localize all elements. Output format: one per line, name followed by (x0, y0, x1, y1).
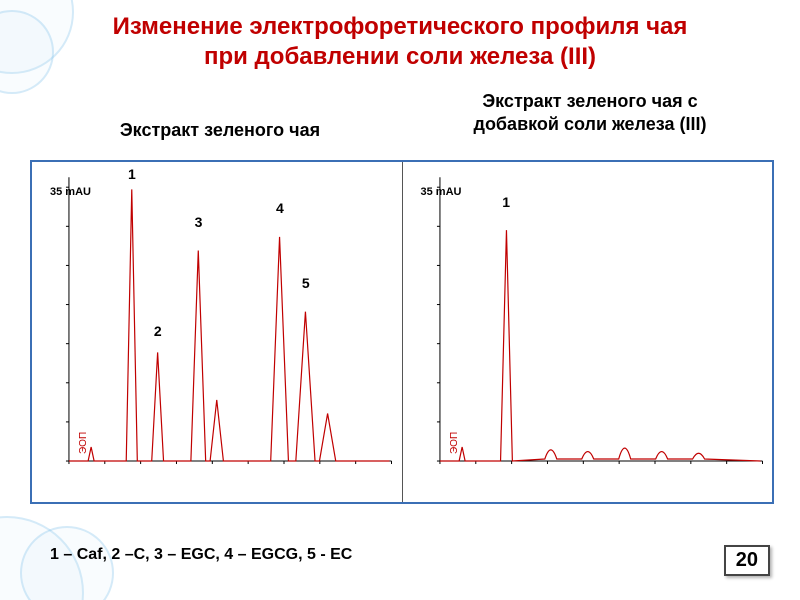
eof-label: ЭОП (449, 432, 460, 454)
title-line-1: Изменение электрофоретического профиля ч… (0, 12, 800, 42)
peak-label-3: 3 (195, 214, 203, 230)
charts-container: 35 mAU 12345ЭОП 35 mAU 1ЭОП (30, 160, 774, 504)
title-line-2: при добавлении соли железа (III) (0, 42, 800, 72)
chart-right: 35 mAU 1ЭОП (402, 162, 773, 502)
page-title: Изменение электрофоретического профиля ч… (0, 12, 800, 72)
subtitle-right: Экстракт зеленого чая с добавкой соли же… (410, 90, 770, 137)
subtitle-right-line-1: Экстракт зеленого чая с (410, 90, 770, 113)
peak-label-1: 1 (128, 166, 136, 182)
chart-left: 35 mAU 12345ЭОП (32, 162, 402, 502)
peak-label-2: 2 (154, 323, 162, 339)
page-number: 20 (724, 545, 770, 576)
peak-label-5: 5 (302, 275, 310, 291)
peak-label-4: 4 (276, 200, 284, 216)
subtitle-left: Экстракт зеленого чая (70, 120, 370, 141)
peak-legend: 1 – Caf, 2 –C, 3 – EGC, 4 – EGCG, 5 - EC (50, 546, 352, 564)
peak-label-1: 1 (502, 194, 510, 210)
eof-label: ЭОП (78, 432, 89, 454)
subtitle-right-line-2: добавкой соли железа (III) (410, 113, 770, 136)
